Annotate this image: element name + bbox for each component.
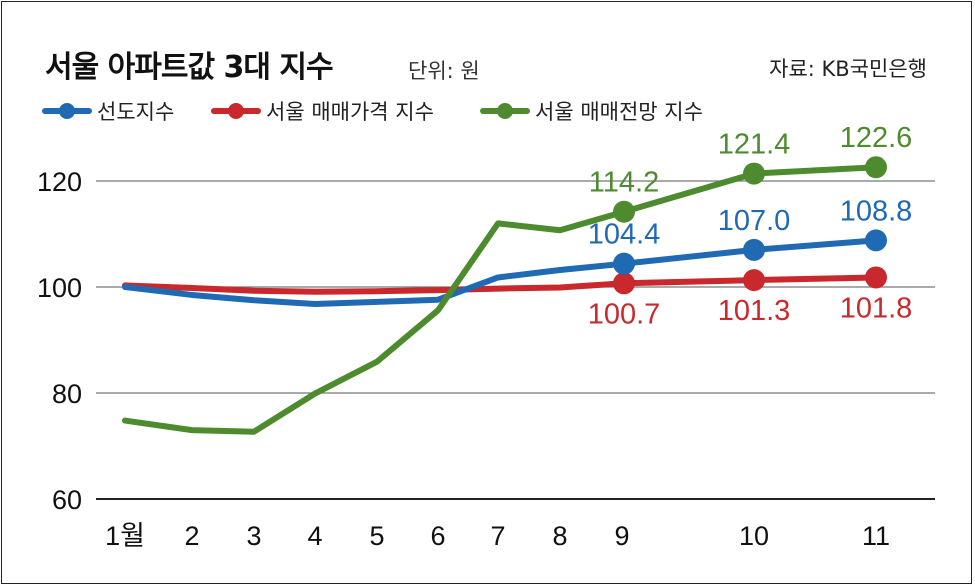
x-tick-label: 8	[552, 521, 567, 551]
data-point	[613, 200, 635, 223]
data-label: 121.4	[718, 129, 791, 161]
legend-label: 선도지수	[97, 100, 174, 124]
data-point	[865, 229, 887, 252]
data-point	[865, 156, 887, 179]
y-tick-label: 80	[52, 379, 82, 409]
x-tick-label: 11	[862, 521, 890, 551]
data-label: 114.2	[589, 167, 659, 199]
x-tick-label: 5	[369, 521, 384, 551]
legend-swatch-marker	[497, 103, 513, 119]
source-label: 자료: KB국민은행	[769, 57, 927, 81]
y-tick-label: 100	[37, 273, 82, 303]
y-tick-label: 60	[52, 485, 82, 515]
x-tick-label: 10	[739, 521, 769, 551]
data-point	[743, 162, 765, 185]
data-label: 108.8	[840, 195, 913, 227]
data-label: 101.8	[840, 292, 913, 324]
legend-swatch-marker	[228, 103, 244, 119]
x-tick-label: 4	[307, 521, 322, 551]
series-line	[122, 164, 879, 435]
x-tick-label: 1월	[105, 521, 145, 551]
data-label: 122.6	[840, 122, 913, 154]
x-tick-label: 7	[490, 521, 505, 551]
data-label: 104.4	[588, 219, 661, 251]
x-tick-label: 3	[246, 521, 261, 551]
data-label: 107.0	[718, 205, 791, 237]
series-line	[122, 237, 879, 307]
legend-label: 서울 매매가격 지수	[266, 100, 434, 124]
y-tick-label: 120	[37, 167, 82, 197]
data-point	[613, 272, 635, 295]
legend-swatch-marker	[59, 103, 75, 119]
series-line	[122, 274, 879, 295]
x-tick-label: 9	[614, 521, 629, 551]
data-label: 100.7	[588, 298, 661, 330]
x-tick-label: 6	[430, 521, 445, 551]
data-point	[613, 252, 635, 275]
data-label: 101.3	[718, 295, 791, 327]
data-point	[743, 269, 765, 292]
data-point	[865, 266, 887, 289]
unit-label: 단위: 원	[408, 59, 480, 83]
data-point	[743, 238, 765, 261]
x-tick-label: 2	[184, 521, 199, 551]
legend-label: 서울 매매전망 지수	[535, 100, 703, 124]
chart-title: 서울 아파트값 3대 지수	[45, 50, 334, 85]
